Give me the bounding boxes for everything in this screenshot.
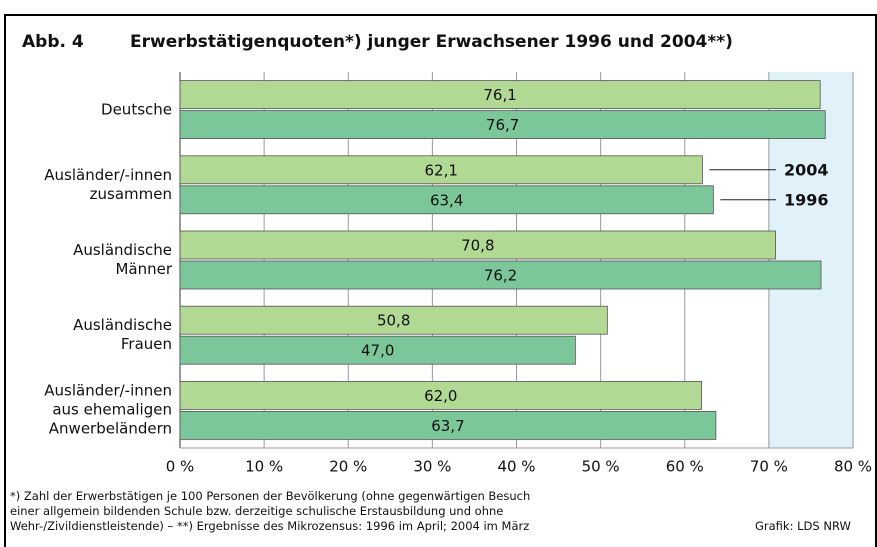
category-label: Ausländer/-innen zusammen <box>44 165 172 203</box>
value-label: 76,2 <box>484 267 517 285</box>
x-tick-label: 70 % <box>750 458 788 476</box>
bar <box>179 305 608 335</box>
bar <box>179 185 714 215</box>
value-label: 63,4 <box>430 191 463 209</box>
category-label: Ausländer/-innen aus ehemaligen Anwerbel… <box>44 381 172 438</box>
value-label: 62,1 <box>425 161 458 179</box>
category-label: Ausländische Männer <box>73 241 172 278</box>
bar <box>179 230 777 260</box>
x-tick-label: 20 % <box>329 458 367 476</box>
value-label: 76,1 <box>483 86 516 104</box>
value-label: 63,7 <box>431 417 464 435</box>
x-tick-label: 10 % <box>245 458 283 476</box>
x-tick-label: 60 % <box>666 458 704 476</box>
category-label: Deutsche <box>101 100 172 119</box>
footnote: Wehr-/Zivildienstleistende) – **) Ergebn… <box>10 519 530 533</box>
x-tick-label: 50 % <box>582 458 620 476</box>
bar <box>179 110 826 139</box>
x-tick-label: 0 % <box>166 458 195 476</box>
value-label: 50,8 <box>377 312 410 330</box>
frame <box>4 14 877 547</box>
bar <box>179 410 717 440</box>
bar <box>179 380 702 410</box>
bar <box>179 80 821 109</box>
legend-label: 1996 <box>784 190 829 209</box>
figure-label: Abb. 4 <box>22 32 84 52</box>
value-label: 70,8 <box>461 237 494 255</box>
x-tick-label: 40 % <box>497 458 535 476</box>
bar <box>179 335 576 365</box>
bar <box>179 260 822 290</box>
chart-title: Erwerbstätigenquoten*) junger Erwachsene… <box>130 32 733 52</box>
value-label: 76,7 <box>486 116 519 134</box>
value-label: 47,0 <box>361 342 394 360</box>
legend-label: 2004 <box>784 160 829 179</box>
source: Grafik: LDS NRW <box>755 519 851 533</box>
footnote: *) Zahl der Erwerbstätigen je 100 Person… <box>10 489 531 503</box>
category-label: Ausländische Frauen <box>73 316 172 354</box>
x-tick-label: 30 % <box>413 458 451 476</box>
footnote: einer allgemein bildenden Schule bzw. de… <box>10 504 504 518</box>
value-label: 62,0 <box>424 387 457 405</box>
bar <box>179 155 703 185</box>
x-tick-label: 80 % <box>834 458 872 476</box>
